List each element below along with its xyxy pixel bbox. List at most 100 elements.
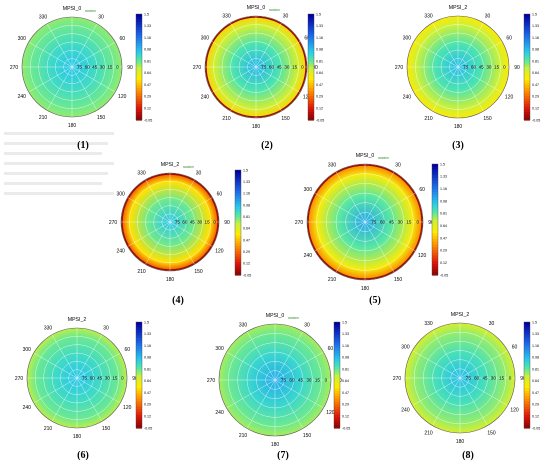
colorbar-segment (334, 372, 340, 376)
colorbar-segment (136, 335, 142, 339)
colorbar-segment (524, 40, 530, 44)
colorbar-tick-label: 1.33 (144, 24, 151, 28)
colorbar-segment (136, 114, 142, 118)
colorbar-segment (136, 369, 142, 373)
colorbar-segment (136, 64, 142, 68)
angle-tick-label: 120 (123, 405, 132, 411)
colorbar-tick-label: 0.12 (243, 262, 250, 266)
colorbar-segment (524, 69, 530, 73)
colorbar-segment (432, 194, 438, 198)
colorbar-tick-label: 1.16 (243, 192, 250, 196)
colorbar-segment (334, 375, 340, 379)
angle-tick-label: 150 (487, 430, 496, 436)
colorbar-tick-label: 0.98 (440, 199, 447, 203)
colorbar-segment (136, 398, 142, 403)
polar-grid-spoke (274, 331, 304, 381)
colorbar-segment (308, 43, 314, 47)
colorbar-segment (136, 72, 142, 76)
angle-tick-label: 60 (328, 346, 334, 352)
colorbar-segment (235, 269, 241, 273)
colorbar-segment (235, 248, 241, 252)
colorbar-segment (524, 61, 530, 65)
angle-tick-label: 180 (456, 439, 465, 445)
colorbar-segment (136, 372, 142, 376)
colorbar-segment (432, 219, 438, 223)
colorbar-segment (334, 409, 340, 413)
colorbar-tick-label: 0.12 (316, 107, 323, 111)
colorbar-tick-label: 0.81 (532, 367, 539, 371)
colorbar-tick-label: 0.98 (532, 48, 539, 52)
colorbar-tick-label: 0.12 (532, 415, 539, 419)
angle-tick-label: 210 (137, 269, 146, 275)
polar-grid-spoke (459, 330, 488, 379)
colorbar-segment (432, 177, 438, 182)
colorbar-segment (136, 361, 142, 365)
angle-tick-label: 150 (394, 277, 403, 283)
polar-grid-spoke (230, 22, 257, 68)
colorbar-tick-label: 0.47 (342, 391, 349, 395)
radial-tick-label: 75 (77, 65, 83, 70)
colorbar-segment (136, 74, 142, 79)
colorbar-segment (235, 219, 241, 224)
colorbar-segment (308, 117, 314, 121)
colorbar-segment (524, 335, 530, 339)
colorbar-frame (135, 13, 143, 121)
colorbar: 1.5 1.33 1.16 0.98 0.81 0.64 0.47 0.29 0.12 -0.05 (431, 162, 448, 277)
colorbar-segment (235, 204, 241, 208)
angle-tick-label: 120 (418, 253, 427, 259)
colorbar-segment (524, 372, 530, 376)
colorbar-segment (334, 398, 340, 403)
colorbar-tick-label: 0.98 (342, 356, 349, 360)
polar-outline (404, 322, 516, 434)
angle-tick-label: 240 (201, 94, 210, 100)
colorbar: 1.5 1.33 1.16 0.98 0.81 0.64 0.47 0.29 0.12 -0.05 (307, 12, 324, 122)
colorbar-frame (307, 13, 315, 121)
colorbar-segment (136, 348, 142, 352)
colorbar-segment (432, 244, 438, 248)
colorbar-segment (136, 104, 142, 108)
colorbar-segment (432, 266, 438, 271)
radial-tick-label: 30 (306, 378, 312, 383)
polar-grid-spoke (364, 221, 395, 273)
colorbar-segment (524, 375, 530, 379)
colorbar-segment (524, 109, 530, 113)
colorbar-segment (524, 72, 530, 76)
colorbar-segment (308, 112, 314, 116)
colorbar-segment (308, 59, 314, 63)
colorbar-tick-label: -0.05 (144, 118, 152, 122)
polar-grid-spoke (169, 179, 195, 223)
colorbar-segment (334, 377, 340, 381)
radial-tick-label: 30 (398, 220, 404, 225)
colorbar-segment (524, 80, 530, 84)
polar-grid-spoke (457, 66, 503, 93)
colorbar-segment (136, 380, 142, 384)
radial-tick-label: 15 (107, 65, 113, 70)
colorbar-segment (334, 401, 340, 405)
colorbar-segment (524, 332, 530, 336)
colorbar-segment (524, 353, 530, 358)
polar-grid-spoke (33, 377, 78, 404)
colorbar-segment (136, 112, 142, 116)
colorbar-segment (136, 414, 142, 418)
colorbar-segment (524, 32, 530, 36)
colorbar-segment (235, 206, 241, 210)
colorbar-tick-label: 1.33 (532, 332, 539, 336)
colorbar-segment (432, 205, 438, 209)
colorbar-segment (334, 343, 340, 347)
colorbar-segment (524, 77, 530, 81)
angle-tick-label: 120 (118, 94, 127, 100)
colorbar-segment (334, 412, 340, 416)
colorbar-segment (136, 322, 142, 326)
colorbar-segment (308, 27, 314, 31)
radial-tick-label: 75 (463, 65, 469, 70)
colorbar-segment (334, 382, 340, 387)
colorbar-segment (136, 56, 142, 60)
colorbar-segment (136, 329, 142, 334)
angle-tick-label: 30 (304, 322, 310, 328)
radial-tick-label: 0 (416, 220, 419, 225)
angle-tick-label: 210 (39, 115, 48, 121)
radial-tick-label: 15 (494, 65, 500, 70)
colorbar-segment (334, 353, 340, 358)
colorbar-frame (135, 321, 143, 429)
colorbar-tick-label: 0.81 (532, 59, 539, 63)
